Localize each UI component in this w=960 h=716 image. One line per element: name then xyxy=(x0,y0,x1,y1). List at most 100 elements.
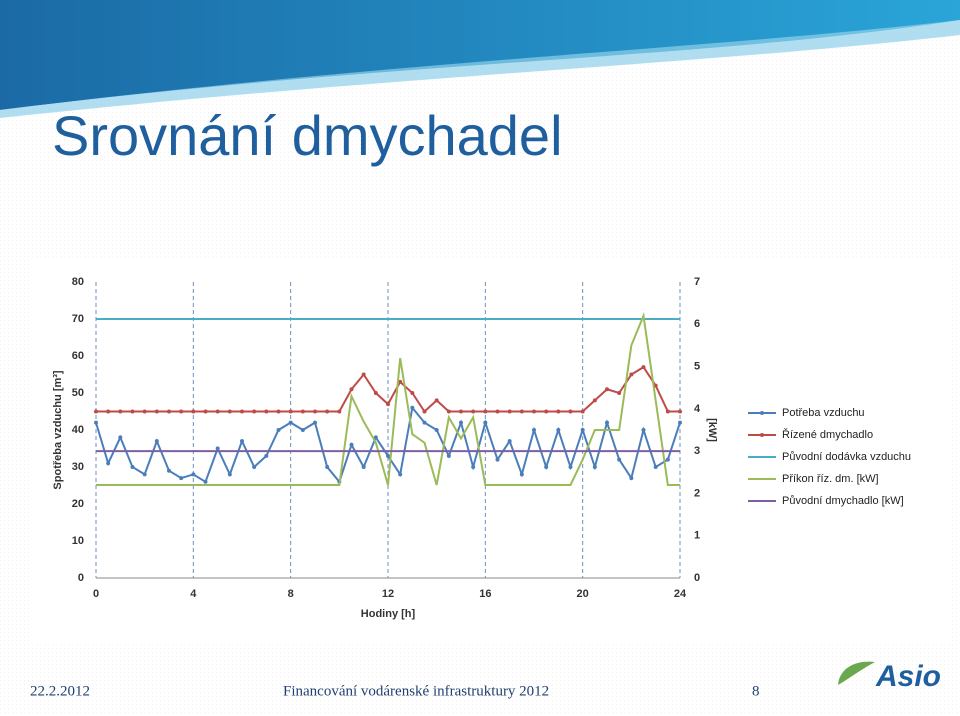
series-point xyxy=(629,476,634,481)
series-point xyxy=(240,439,244,444)
y2-axis-label: [kW] xyxy=(706,418,718,442)
y2-tick-label: 0 xyxy=(694,572,700,584)
series-point xyxy=(373,391,378,395)
legend-label: Řízené dmychadlo xyxy=(782,428,873,441)
footer-date: 22.2.2012 xyxy=(30,683,90,699)
series-point xyxy=(568,465,573,469)
header-wave xyxy=(0,0,960,110)
series-point xyxy=(167,409,171,414)
series-point xyxy=(459,409,463,414)
y-tick-label: 50 xyxy=(72,387,84,399)
series-point xyxy=(678,420,682,425)
series-point xyxy=(471,465,476,469)
series-point xyxy=(118,435,123,440)
series-point xyxy=(167,468,171,473)
series-point xyxy=(617,391,622,395)
x-tick-label: 12 xyxy=(382,588,394,600)
series-point xyxy=(617,457,622,462)
series-point xyxy=(641,428,646,432)
series-point xyxy=(106,409,111,414)
series-point xyxy=(592,465,597,469)
series-point xyxy=(106,461,111,466)
series-point xyxy=(349,442,354,447)
series-point xyxy=(325,409,330,414)
series-point xyxy=(556,428,561,432)
series-point xyxy=(118,409,123,414)
y2-tick-label: 5 xyxy=(694,360,700,372)
series-point xyxy=(215,409,220,414)
y-tick-label: 0 xyxy=(78,572,84,584)
series-point xyxy=(471,409,476,414)
series-point xyxy=(605,420,609,425)
series-point xyxy=(264,409,269,414)
legend-marker xyxy=(760,433,764,437)
series-point xyxy=(203,409,208,414)
x-tick-label: 0 xyxy=(93,588,99,600)
series-point xyxy=(94,409,98,414)
series-point xyxy=(300,409,305,414)
series-point xyxy=(179,476,184,481)
series-point xyxy=(459,420,463,425)
legend-label: Potřeba vzduchu xyxy=(782,407,865,419)
series-point xyxy=(276,428,281,432)
series-point xyxy=(544,465,549,469)
series-point xyxy=(142,409,147,414)
series-point xyxy=(532,428,536,432)
series-point xyxy=(653,465,658,469)
series-line xyxy=(96,312,680,486)
x-tick-label: 8 xyxy=(288,588,294,600)
y-tick-label: 30 xyxy=(72,461,84,473)
y2-tick-label: 1 xyxy=(694,530,700,542)
series-point xyxy=(592,398,597,403)
series-point xyxy=(519,472,524,477)
x-tick-label: 24 xyxy=(674,588,687,600)
series-point xyxy=(191,472,196,477)
x-axis-label: Hodiny [h] xyxy=(361,608,416,620)
logo: Asio xyxy=(875,660,941,693)
series-point xyxy=(215,446,220,451)
series-point xyxy=(398,472,403,477)
series-point xyxy=(361,465,366,469)
series-point xyxy=(325,465,330,469)
series-point xyxy=(544,409,549,414)
series-point xyxy=(519,409,524,414)
y2-tick-label: 6 xyxy=(694,318,700,330)
series-point xyxy=(142,472,147,477)
x-tick-label: 20 xyxy=(577,588,589,600)
series-point xyxy=(580,428,585,432)
legend-label: Příkon říz. dm. [kW] xyxy=(782,473,879,485)
x-tick-label: 16 xyxy=(479,588,491,600)
series-point xyxy=(361,372,366,377)
y2-tick-label: 2 xyxy=(694,487,700,499)
series-point xyxy=(130,465,135,469)
series-point xyxy=(605,387,609,392)
y2-tick-label: 4 xyxy=(694,403,701,415)
y-tick-label: 20 xyxy=(72,498,84,510)
series-point xyxy=(227,409,232,414)
series-point xyxy=(398,379,403,384)
series-point xyxy=(665,409,670,414)
series-point xyxy=(507,409,512,414)
series-point xyxy=(532,409,536,414)
x-tick-label: 4 xyxy=(190,588,197,600)
series-point xyxy=(434,398,439,403)
series-point xyxy=(422,409,427,414)
series-point xyxy=(313,409,317,414)
y-tick-label: 40 xyxy=(72,424,84,436)
series-point xyxy=(386,402,390,407)
series-point xyxy=(276,409,281,414)
series-point xyxy=(568,409,573,414)
series-point xyxy=(227,472,232,477)
series-point xyxy=(94,420,98,425)
y-tick-label: 10 xyxy=(72,535,84,547)
series-point xyxy=(288,409,293,414)
series-point xyxy=(373,435,378,440)
series-point xyxy=(410,405,415,410)
series-point xyxy=(130,409,135,414)
series-point xyxy=(337,409,342,414)
footer-text: Financování vodárenské infrastruktury 20… xyxy=(283,683,549,699)
series-point xyxy=(507,439,512,444)
slide-title: Srovnání dmychadel xyxy=(52,104,563,167)
y-axis-label: Spotřeba vzduchu [m³] xyxy=(52,370,64,490)
series-point xyxy=(422,420,427,425)
